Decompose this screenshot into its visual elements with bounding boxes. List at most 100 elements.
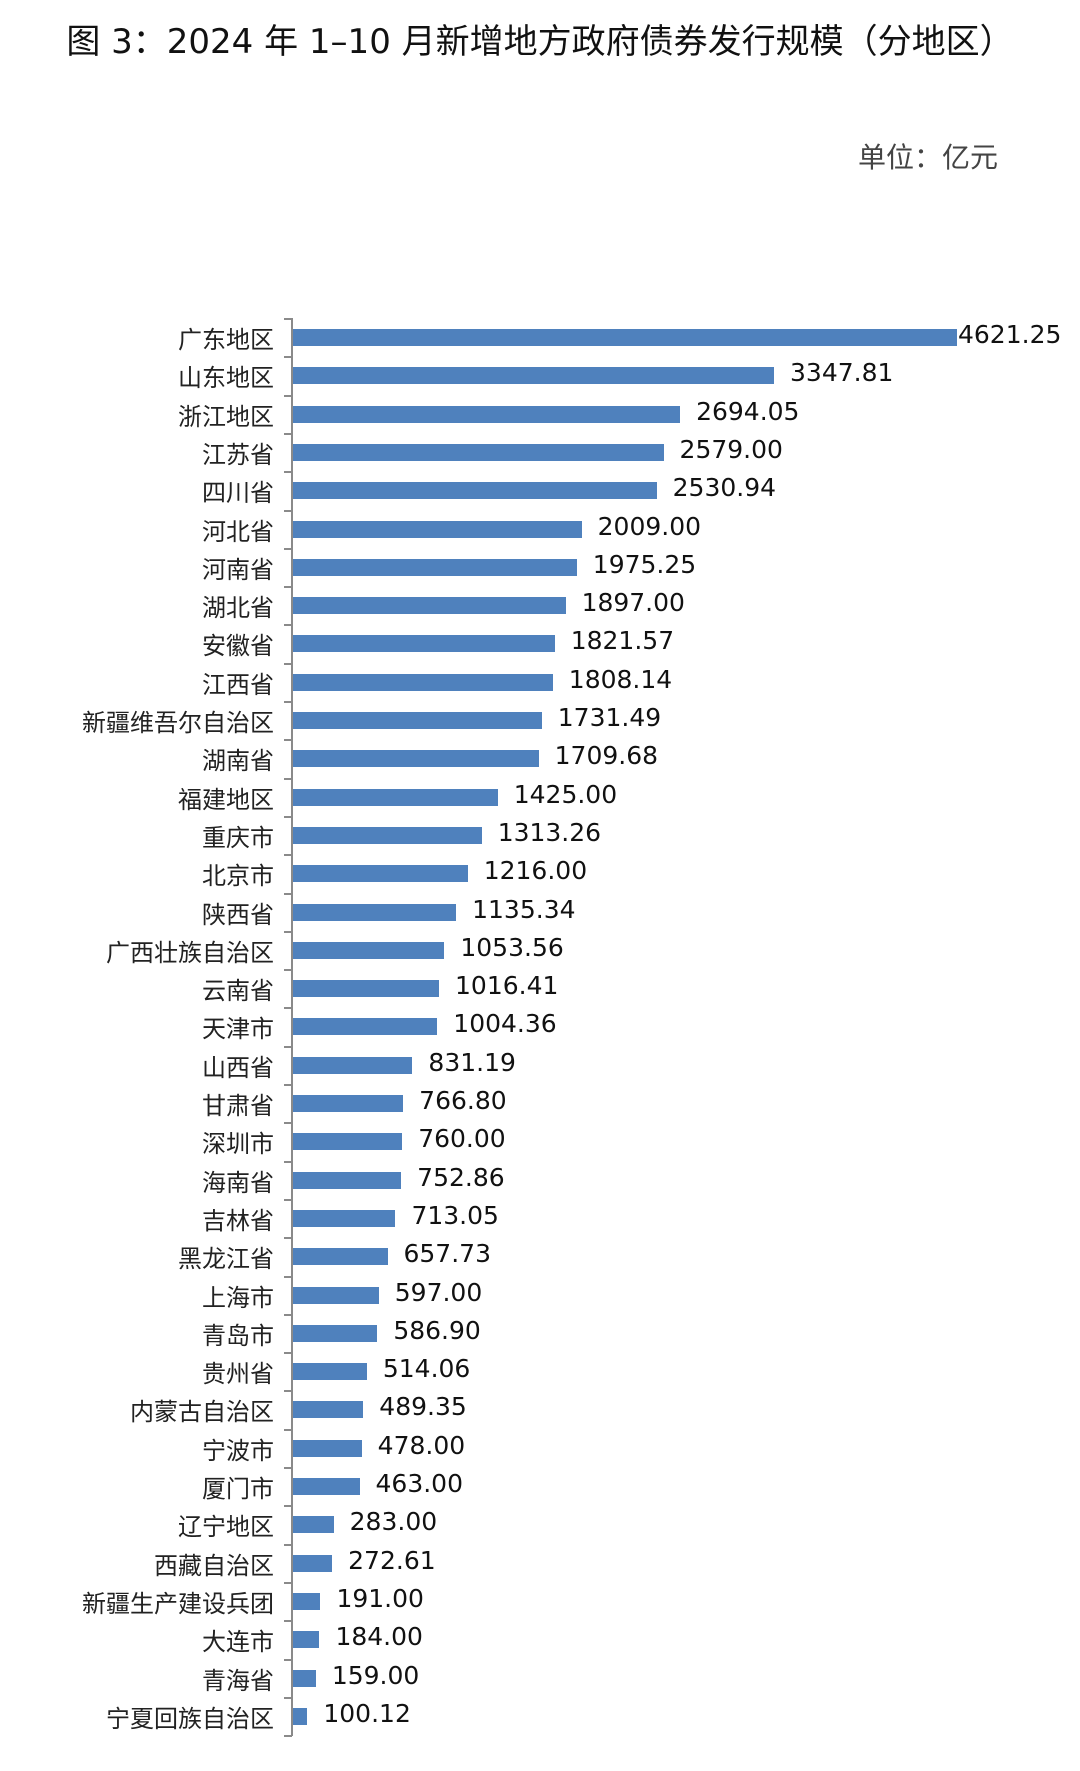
category-label: 宁夏回族自治区 bbox=[106, 1704, 274, 1733]
bar bbox=[293, 865, 468, 883]
value-label: 283.00 bbox=[349, 1507, 438, 1537]
value-label: 760.00 bbox=[418, 1124, 506, 1154]
bar bbox=[293, 558, 577, 576]
bar-row: 海南省 752.86 bbox=[0, 1161, 1080, 1199]
category-label: 西藏自治区 bbox=[154, 1551, 274, 1580]
bar-row: 湖北省 1897.00 bbox=[0, 586, 1080, 624]
value-label: 1897.00 bbox=[581, 588, 685, 618]
category-label: 新疆生产建设兵团 bbox=[82, 1589, 274, 1618]
bar-row: 西藏自治区 272.61 bbox=[0, 1544, 1080, 1582]
axis-tick bbox=[284, 1160, 292, 1163]
axis-tick bbox=[284, 624, 292, 627]
bar bbox=[293, 1401, 364, 1419]
value-label: 1709.68 bbox=[554, 741, 659, 771]
axis-tick bbox=[284, 777, 292, 780]
axis-tick bbox=[284, 547, 292, 550]
bar-row: 浙江地区 2694.05 bbox=[0, 395, 1080, 433]
bar-row: 贵州省 514.06 bbox=[0, 1352, 1080, 1390]
axis-tick bbox=[284, 432, 292, 435]
category-label: 广东地区 bbox=[178, 326, 274, 354]
category-label: 新疆维吾尔自治区 bbox=[82, 709, 274, 737]
value-label: 159.00 bbox=[331, 1660, 420, 1690]
axis-tick bbox=[284, 969, 292, 972]
bar-row: 江西省 1808.14 bbox=[0, 663, 1080, 701]
axis-tick bbox=[284, 1581, 292, 1584]
bar bbox=[293, 1554, 333, 1572]
axis-tick bbox=[284, 1696, 292, 1699]
bar-row: 云南省 1016.41 bbox=[0, 969, 1080, 1007]
bar bbox=[293, 750, 539, 768]
bar-row: 大连市 184.00 bbox=[0, 1620, 1080, 1658]
axis-tick bbox=[284, 854, 292, 857]
unit-label: 单位：亿元 bbox=[857, 141, 998, 174]
axis-tick bbox=[284, 1084, 292, 1086]
bar bbox=[293, 405, 681, 423]
bar-row: 宁波市 478.00 bbox=[0, 1429, 1080, 1467]
axis-tick bbox=[284, 509, 292, 512]
category-label: 山西省 bbox=[202, 1053, 274, 1082]
bar-row: 陕西省 1135.34 bbox=[0, 893, 1080, 931]
value-label: 1808.14 bbox=[568, 664, 673, 694]
value-label: 1053.56 bbox=[460, 932, 564, 962]
bar-row: 山西省 831.19 bbox=[0, 1046, 1080, 1084]
bar bbox=[293, 941, 445, 959]
bar bbox=[293, 443, 664, 461]
axis-tick bbox=[284, 1275, 292, 1278]
bar bbox=[293, 1439, 362, 1457]
bar bbox=[293, 1478, 360, 1495]
value-label: 1731.49 bbox=[557, 703, 662, 732]
axis-tick bbox=[284, 1505, 292, 1508]
bar bbox=[293, 1592, 321, 1610]
category-label: 湖北省 bbox=[202, 594, 274, 623]
bar bbox=[293, 1056, 413, 1074]
bar-row: 青海省 159.00 bbox=[0, 1659, 1080, 1697]
bar bbox=[293, 1707, 308, 1725]
bar bbox=[293, 1133, 403, 1151]
bar bbox=[293, 1516, 334, 1534]
value-label: 191.00 bbox=[336, 1583, 424, 1613]
value-label: 2530.94 bbox=[672, 473, 777, 503]
bar-row: 宁夏回族自治区 100.12 bbox=[0, 1697, 1080, 1735]
bar-row: 甘肃省 766.80 bbox=[0, 1084, 1080, 1122]
bar-row: 安徽省 1821.57 bbox=[0, 624, 1080, 662]
bar bbox=[293, 1018, 438, 1036]
value-label: 2694.05 bbox=[696, 396, 800, 426]
category-label: 河南省 bbox=[202, 555, 274, 584]
axis-tick bbox=[284, 586, 292, 589]
bar-row: 深圳市 760.00 bbox=[0, 1122, 1080, 1160]
value-label: 1135.34 bbox=[472, 894, 576, 924]
axis-tick bbox=[284, 1045, 292, 1048]
bar-row: 新疆生产建设兵团 191.00 bbox=[0, 1582, 1080, 1620]
category-label: 河北省 bbox=[202, 517, 274, 546]
value-label: 713.05 bbox=[411, 1200, 499, 1230]
axis-tick bbox=[284, 1735, 292, 1738]
axis-tick bbox=[284, 1620, 292, 1623]
category-label: 四川省 bbox=[202, 479, 274, 508]
category-label: 上海市 bbox=[202, 1283, 274, 1312]
value-label: 514.06 bbox=[382, 1354, 471, 1384]
axis-tick bbox=[284, 815, 292, 818]
category-label: 大连市 bbox=[202, 1628, 274, 1657]
category-label: 福建地区 bbox=[178, 785, 274, 814]
value-label: 1004.36 bbox=[453, 1009, 557, 1039]
category-label: 江西省 bbox=[202, 670, 274, 699]
bar bbox=[293, 1248, 388, 1266]
value-label: 766.80 bbox=[419, 1086, 507, 1115]
axis-tick bbox=[284, 892, 292, 895]
bar-row: 青岛市 586.90 bbox=[0, 1314, 1080, 1352]
category-label: 宁波市 bbox=[202, 1436, 274, 1465]
category-label: 浙江地区 bbox=[178, 402, 274, 431]
value-label: 463.00 bbox=[375, 1469, 463, 1498]
bar-row: 河北省 2009.00 bbox=[0, 510, 1080, 548]
category-label: 甘肃省 bbox=[202, 1092, 274, 1120]
category-label: 黑龙江省 bbox=[178, 1245, 274, 1274]
bar-row: 福建地区 1425.00 bbox=[0, 778, 1080, 816]
bar-row: 上海市 597.00 bbox=[0, 1276, 1080, 1314]
axis-tick bbox=[284, 1390, 292, 1393]
value-label: 3347.81 bbox=[790, 358, 894, 388]
axis-tick bbox=[284, 662, 292, 665]
value-label: 1016.41 bbox=[455, 971, 559, 1001]
bar bbox=[293, 329, 957, 346]
axis-tick bbox=[284, 1007, 292, 1010]
